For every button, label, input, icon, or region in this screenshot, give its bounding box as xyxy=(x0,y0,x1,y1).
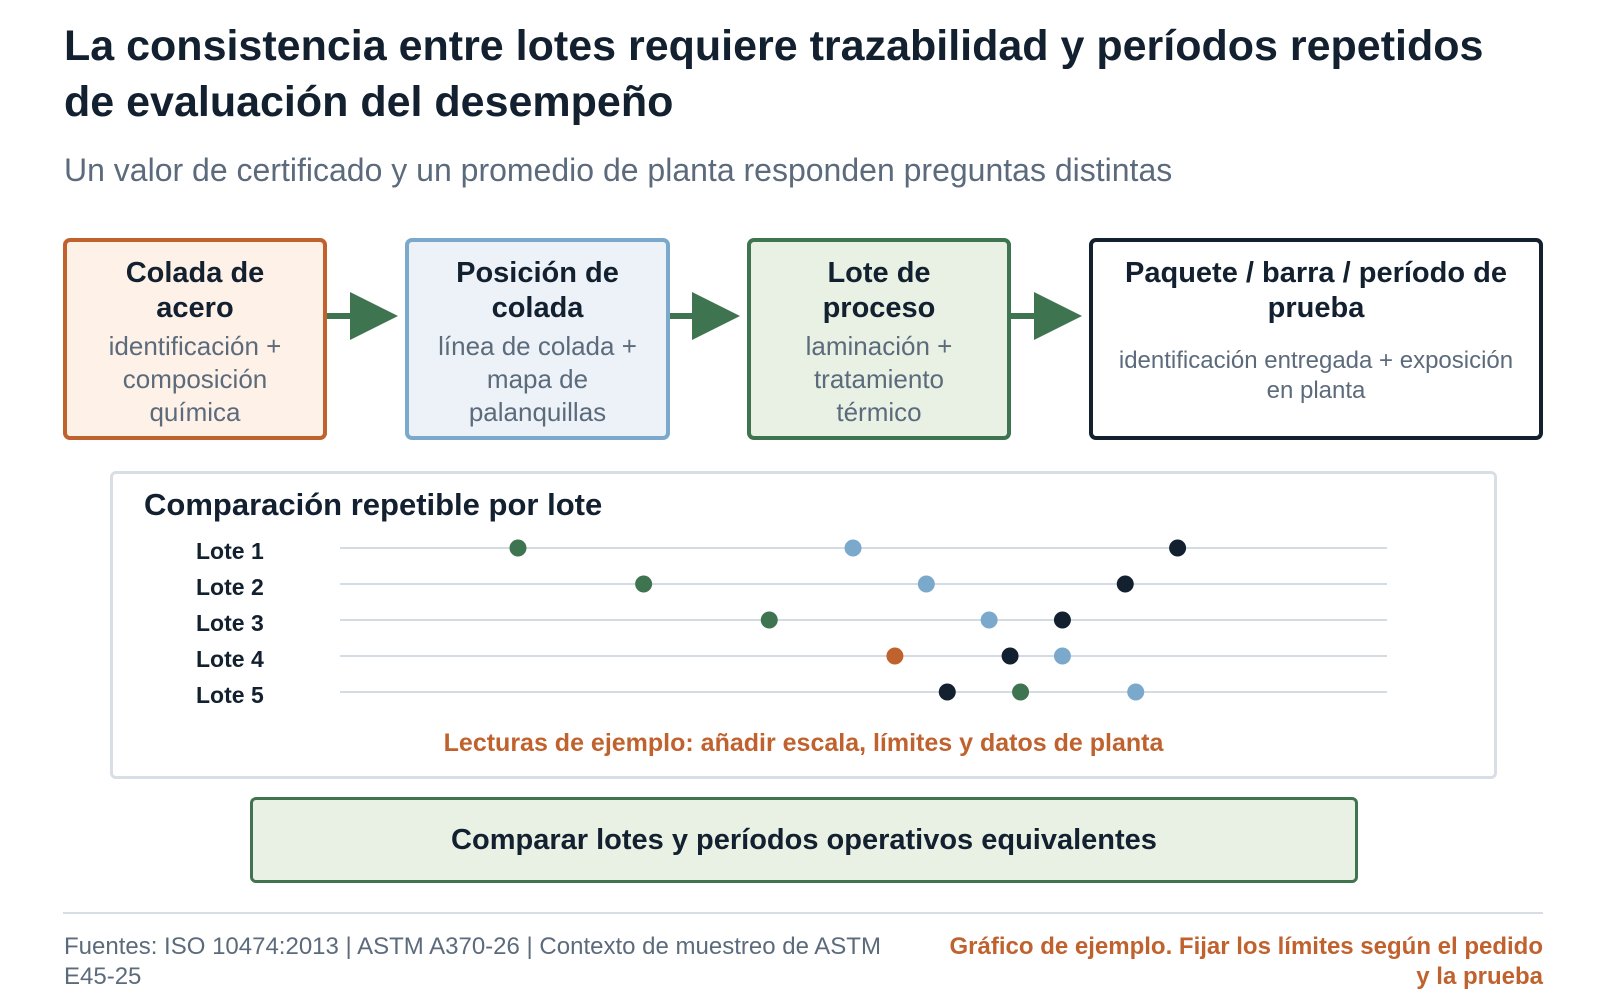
stage-heading: Paquete / barra / período de prueba xyxy=(1125,257,1507,324)
sources-text: Fuentes: ISO 10474:2013 | ASTM A370-26 |… xyxy=(64,933,881,990)
stage-heading: Colada de acero xyxy=(125,257,265,324)
lot-label: Lote 2 xyxy=(196,574,264,600)
stage-bundle-test-period: Paquete / barra / período de prueba iden… xyxy=(1089,238,1543,440)
compare-lots-banner: Comparar lotes y períodos operativos equ… xyxy=(250,797,1358,883)
flow-arrow-3-head xyxy=(1034,292,1082,340)
footer-divider xyxy=(63,912,1543,914)
lot-comparison-panel xyxy=(110,471,1497,779)
example-readings-note: Lecturas de ejemplo: añadir escala, lími… xyxy=(443,729,1164,757)
stage-steel-heat: Colada de acero identificación + composi… xyxy=(63,238,327,440)
page-title: La consistencia entre lotes requiere tra… xyxy=(64,22,1484,126)
flow-arrow-1-head xyxy=(350,292,398,340)
stage-process-lot: Lote de proceso laminación + tratamiento… xyxy=(747,238,1011,440)
stage-casting-position: Posición de colada línea de colada + map… xyxy=(405,238,670,440)
stage-description: identificación + composición química xyxy=(108,331,282,427)
stage-description: identificación entregada + exposición en… xyxy=(1118,347,1514,404)
lot-label: Lote 5 xyxy=(196,682,264,708)
panel-title: Comparación repetible por lote xyxy=(144,487,603,522)
flow-arrow-2-head xyxy=(692,292,740,340)
disclaimer-text: Gráfico de ejemplo. Fijar los límites se… xyxy=(949,933,1543,990)
stage-heading: Posición de colada xyxy=(456,257,619,324)
lot-label: Lote 3 xyxy=(196,610,264,636)
stage-description: laminación + tratamiento térmico xyxy=(805,331,953,427)
lot-label: Lote 4 xyxy=(196,646,264,672)
page-subtitle: Un valor de certificado y un promedio de… xyxy=(64,152,1173,188)
stage-description: línea de colada + mapa de palanquillas xyxy=(438,331,637,427)
stage-heading: Lote de proceso xyxy=(822,257,936,324)
lot-label: Lote 1 xyxy=(196,538,264,564)
